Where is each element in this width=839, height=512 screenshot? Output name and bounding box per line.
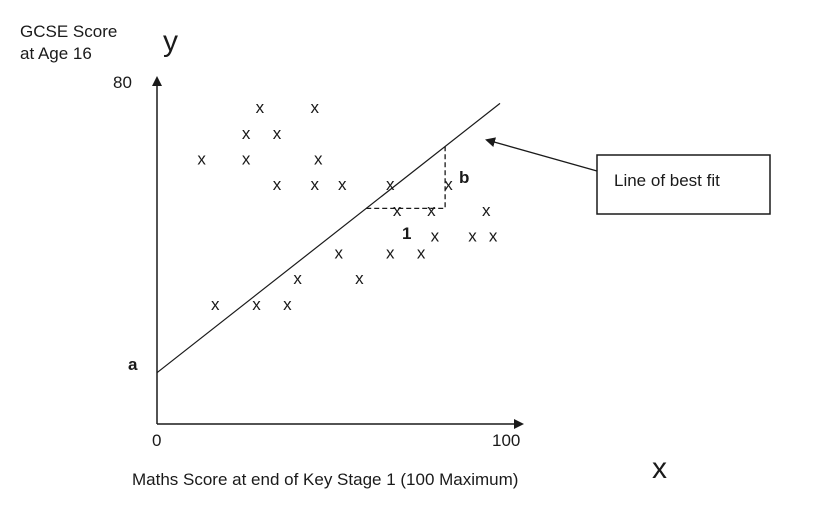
data-point: x (335, 244, 344, 263)
y-tick-label-max: 80 (113, 73, 132, 92)
data-point: x (482, 201, 491, 220)
gradient-triangle (366, 146, 446, 210)
y-axis-symbol: y (163, 25, 178, 58)
data-point: x (283, 295, 292, 314)
data-point: x (242, 124, 251, 143)
gradient-label: b (459, 168, 469, 187)
y-axis-title-line1: GCSE Score (20, 22, 117, 41)
x-tick-label-min: 0 (152, 431, 161, 450)
annotation-box (596, 154, 771, 215)
data-point: x (311, 175, 320, 194)
data-point: x (431, 226, 440, 245)
data-point: x (355, 269, 364, 288)
annotation-text: Line of best fit (614, 171, 720, 190)
data-point: x (417, 244, 426, 263)
data-point: x (386, 244, 395, 263)
intercept-label: a (128, 355, 138, 374)
data-point: x (273, 175, 282, 194)
best-fit-line (156, 102, 501, 374)
data-point: x (311, 98, 320, 117)
data-point: x (252, 295, 261, 314)
data-point: x (314, 149, 323, 168)
data-point: x (273, 124, 282, 143)
run-label: 1 (402, 224, 411, 243)
annotation-arrow (485, 137, 598, 172)
data-point: x (242, 149, 251, 168)
data-point: x (427, 201, 436, 220)
data-point: x (393, 201, 402, 220)
data-point: x (256, 98, 265, 117)
x-tick-label-max: 100 (492, 431, 520, 450)
data-point: x (197, 149, 206, 168)
data-point: x (444, 175, 453, 194)
data-points: x xx xx x xx x x x xx x xx x xx x xx xx x x (197, 98, 498, 314)
data-point: x (293, 269, 302, 288)
data-point: x (489, 226, 498, 245)
data-point: x (211, 295, 220, 314)
data-point: x (338, 175, 347, 194)
y-axis-title-line2: at Age 16 (20, 44, 92, 63)
x-axis-title: Maths Score at end of Key Stage 1 (100 M… (132, 470, 518, 489)
data-point: x (468, 226, 477, 245)
x-axis-symbol: x (652, 452, 667, 485)
data-point: x (386, 175, 395, 194)
